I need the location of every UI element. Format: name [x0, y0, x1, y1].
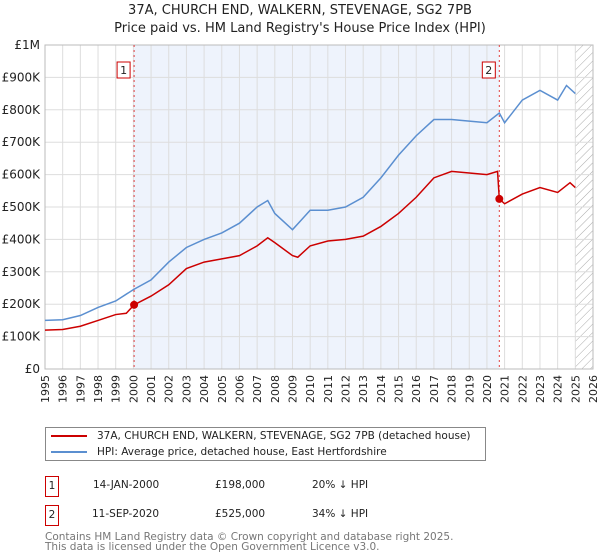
x-tick-label: 2009 — [286, 375, 299, 403]
footer-licence: This data is licensed under the Open Gov… — [45, 541, 380, 553]
legend-item-hpi: HPI: Average price, detached house, East… — [51, 444, 387, 460]
x-tick-label: 2011 — [322, 375, 335, 403]
legend: 37A, CHURCH END, WALKERN, STEVENAGE, SG2… — [45, 427, 486, 461]
x-tick-label: 2003 — [180, 375, 193, 403]
x-tick-label: 1998 — [92, 375, 105, 403]
x-tick-label: 2022 — [516, 375, 529, 403]
x-tick-label: 2025 — [569, 375, 582, 403]
x-tick-label: 1999 — [110, 375, 123, 403]
x-tick-label: 2004 — [198, 375, 211, 403]
sale-marker-label: 2 — [485, 64, 492, 77]
x-tick-label: 2013 — [357, 375, 370, 403]
x-tick-label: 2012 — [340, 375, 353, 403]
legend-line-blue — [51, 451, 87, 453]
sale-marker-badge: 1 — [45, 476, 59, 497]
x-tick-label: 2017 — [428, 375, 441, 403]
y-tick-label: £700K — [2, 135, 42, 149]
x-tick-label: 2014 — [375, 375, 388, 403]
sale-date: 11-SEP-2020 — [92, 508, 160, 520]
sale-hpi-diff: 34% ↓ HPI — [312, 508, 369, 520]
sale-point — [130, 300, 139, 309]
x-tick-label: 2010 — [304, 375, 317, 403]
sale-point — [495, 194, 504, 203]
x-tick-label: 1996 — [57, 375, 70, 403]
x-tick-label: 2008 — [269, 375, 282, 403]
x-tick-label: 2023 — [534, 375, 547, 403]
legend-label: HPI: Average price, detached house, East… — [97, 446, 387, 458]
sale-marker-box — [481, 61, 496, 79]
sale-price: £525,000 — [215, 508, 266, 520]
x-tick-label: 2007 — [251, 375, 264, 403]
x-tick-label: 2016 — [410, 375, 423, 403]
sale-marker-label: 1 — [120, 64, 127, 77]
x-tick-label: 2024 — [552, 375, 565, 403]
x-tick-label: 2026 — [587, 375, 600, 403]
x-tick-label: 2002 — [163, 375, 176, 403]
x-tick-label: 1997 — [74, 375, 87, 403]
sale-price: £198,000 — [215, 479, 266, 491]
x-tick-label: 2000 — [127, 375, 140, 403]
x-tick-label: 2015 — [393, 375, 406, 403]
plot-border — [44, 44, 594, 370]
footer-copyright: Contains HM Land Registry data © Crown c… — [45, 531, 454, 543]
x-tick-label: 2005 — [216, 375, 229, 403]
price-chart: 1995 1996 1997 1998 1999 2000 2001 2002 2003 2004… — [2, 38, 600, 403]
legend-label: 37A, CHURCH END, WALKERN, STEVENAGE, SG2… — [97, 430, 471, 442]
chart-title: 37A, CHURCH END, WALKERN, STEVENAGE, SG2… — [128, 3, 472, 18]
sale-date: 14-JAN-2000 — [93, 479, 160, 491]
y-tick-label: £800K — [2, 103, 42, 117]
x-tick-label: 1995 — [39, 375, 52, 403]
sale-marker-box — [116, 61, 131, 79]
x-tick-label: 2021 — [499, 375, 512, 403]
y-tick-label: £400K — [2, 232, 42, 246]
y-tick-label: £200K — [2, 297, 42, 311]
x-tick-label: 2001 — [145, 375, 158, 403]
legend-line-red — [51, 435, 87, 437]
x-tick-label: 2018 — [446, 375, 459, 403]
y-tick-label: £500K — [2, 200, 42, 214]
x-tick-label: 2020 — [481, 375, 494, 403]
y-tick-label: £1M — [14, 38, 40, 52]
x-tick-label: 2006 — [233, 375, 246, 403]
y-tick-label: £0 — [25, 362, 40, 376]
y-tick-label: £900K — [2, 70, 42, 84]
y-tick-label: £300K — [2, 265, 42, 279]
series-line — [44, 84, 576, 322]
x-tick-label: 2019 — [463, 375, 476, 403]
sale-hpi-diff: 20% ↓ HPI — [312, 479, 369, 491]
y-tick-label: £100K — [2, 330, 42, 344]
y-tick-label: £600K — [2, 168, 42, 182]
legend-item-property: 37A, CHURCH END, WALKERN, STEVENAGE, SG2… — [51, 428, 471, 444]
chart-subtitle: Price paid vs. HM Land Registry's House … — [114, 21, 486, 36]
sale-marker-badge: 2 — [45, 505, 59, 526]
